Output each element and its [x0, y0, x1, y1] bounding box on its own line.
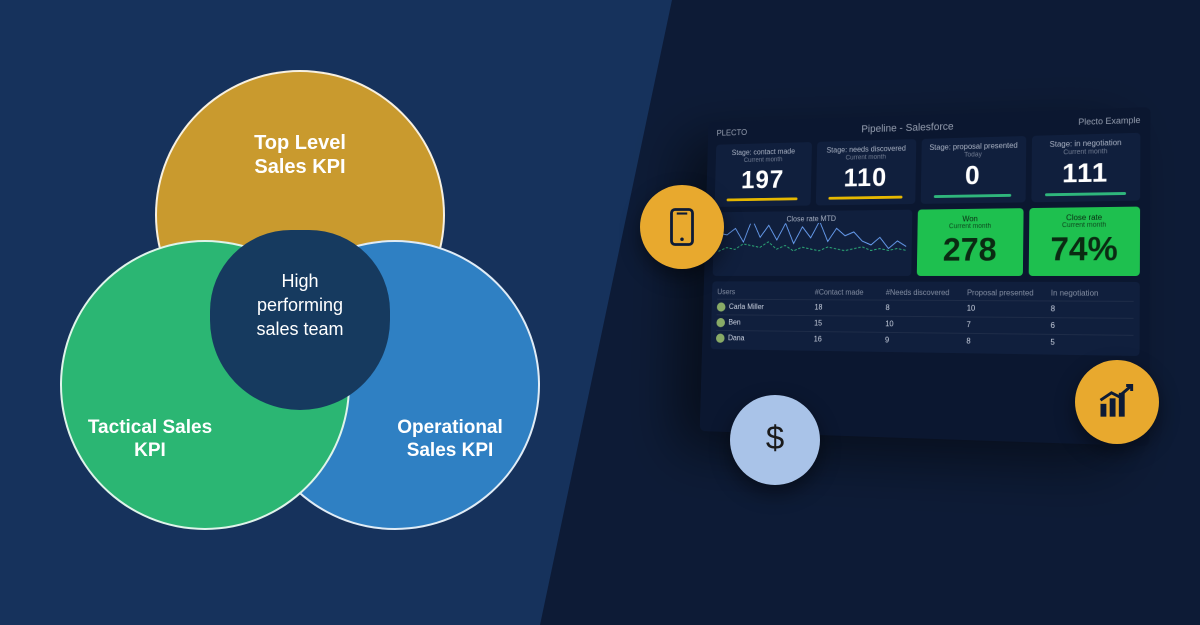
- avatar: [716, 333, 725, 342]
- close-rate-chart: Close rate MTD: [713, 209, 913, 275]
- table-header: Users #Contact made #Needs discovered Pr…: [717, 285, 1134, 301]
- tile-value: 110: [819, 162, 912, 194]
- col-needs: #Needs discovered: [886, 288, 963, 297]
- cell: 8: [1051, 304, 1134, 314]
- venn-label-left: Tactical Sales KPI: [88, 417, 212, 463]
- cell: 16: [814, 335, 882, 345]
- chart-svg: [718, 222, 907, 270]
- tile-value: 197: [718, 164, 807, 195]
- tile-value: 111: [1035, 156, 1136, 189]
- tile-sub: Current month: [820, 153, 912, 162]
- cell: 9: [885, 336, 963, 347]
- big-sub: Current month: [923, 223, 1018, 231]
- phone-icon: [640, 185, 724, 269]
- avatar: [717, 302, 726, 311]
- cell: 5: [1050, 338, 1133, 349]
- big-tile-close-rate: Close rate Current month 74%: [1029, 206, 1140, 275]
- venn-center-fill: [210, 230, 390, 410]
- tile-bar: [828, 196, 902, 200]
- big-sub: Current month: [1035, 222, 1134, 230]
- cell: 8: [966, 337, 1046, 348]
- cell: 18: [814, 303, 882, 313]
- dashboard-mid-row: Close rate MTD Won Current month 278 Clo…: [713, 206, 1140, 275]
- col-proposal: Proposal presented: [967, 288, 1047, 297]
- venn-label-top: Top Level Sales KPI: [254, 131, 346, 179]
- tile-bar: [727, 197, 798, 201]
- user-name: Dana: [728, 334, 745, 343]
- col-users: Users: [717, 288, 811, 297]
- tile-needs-discovered: Stage: needs discovered Current month 11…: [815, 139, 916, 205]
- tile-contact-made: Stage: contact made Current month 197: [715, 142, 812, 207]
- users-table: Users #Contact made #Needs discovered Pr…: [711, 281, 1140, 356]
- dashboard-brand: PLECTO: [716, 128, 747, 140]
- col-contact: #Contact made: [815, 288, 883, 297]
- cell: 15: [814, 319, 882, 329]
- cell: 7: [966, 320, 1046, 331]
- cell: 6: [1051, 321, 1134, 332]
- tile-bar: [1045, 192, 1126, 196]
- big-tile-won: Won Current month 278: [917, 208, 1024, 276]
- tile-in-negotiation: Stage: in negotiation Current month 111: [1031, 133, 1140, 202]
- cell: 10: [885, 319, 963, 329]
- cell: 10: [967, 304, 1047, 314]
- tile-value: 0: [925, 159, 1022, 191]
- big-value: 74%: [1035, 231, 1134, 270]
- tile-sub: Current month: [1035, 147, 1136, 156]
- col-negot: In negotiation: [1051, 289, 1134, 298]
- growth-chart-icon: [1075, 360, 1159, 444]
- stat-tiles: Stage: contact made Current month 197 St…: [715, 133, 1141, 207]
- user-name: Carla Miller: [729, 303, 764, 312]
- tile-bar: [934, 194, 1011, 198]
- venn-diagram: Top Level Sales KPI Operational Sales KP…: [60, 70, 540, 550]
- svg-text:$: $: [766, 419, 784, 456]
- tile-sub: Today: [925, 150, 1022, 159]
- avatar: [716, 318, 725, 327]
- user-name: Ben: [728, 318, 740, 326]
- table-row: Dana 16 9 8 5: [716, 330, 1134, 352]
- tile-sub: Current month: [719, 156, 808, 165]
- big-value: 278: [922, 232, 1017, 270]
- cell: 8: [886, 303, 964, 313]
- tile-proposal-presented: Stage: proposal presented Today 0: [921, 136, 1026, 204]
- venn-label-right: Operational Sales KPI: [397, 417, 503, 463]
- dashboard-account: Plecto Example: [1078, 115, 1140, 129]
- dollar-icon: $: [730, 395, 820, 485]
